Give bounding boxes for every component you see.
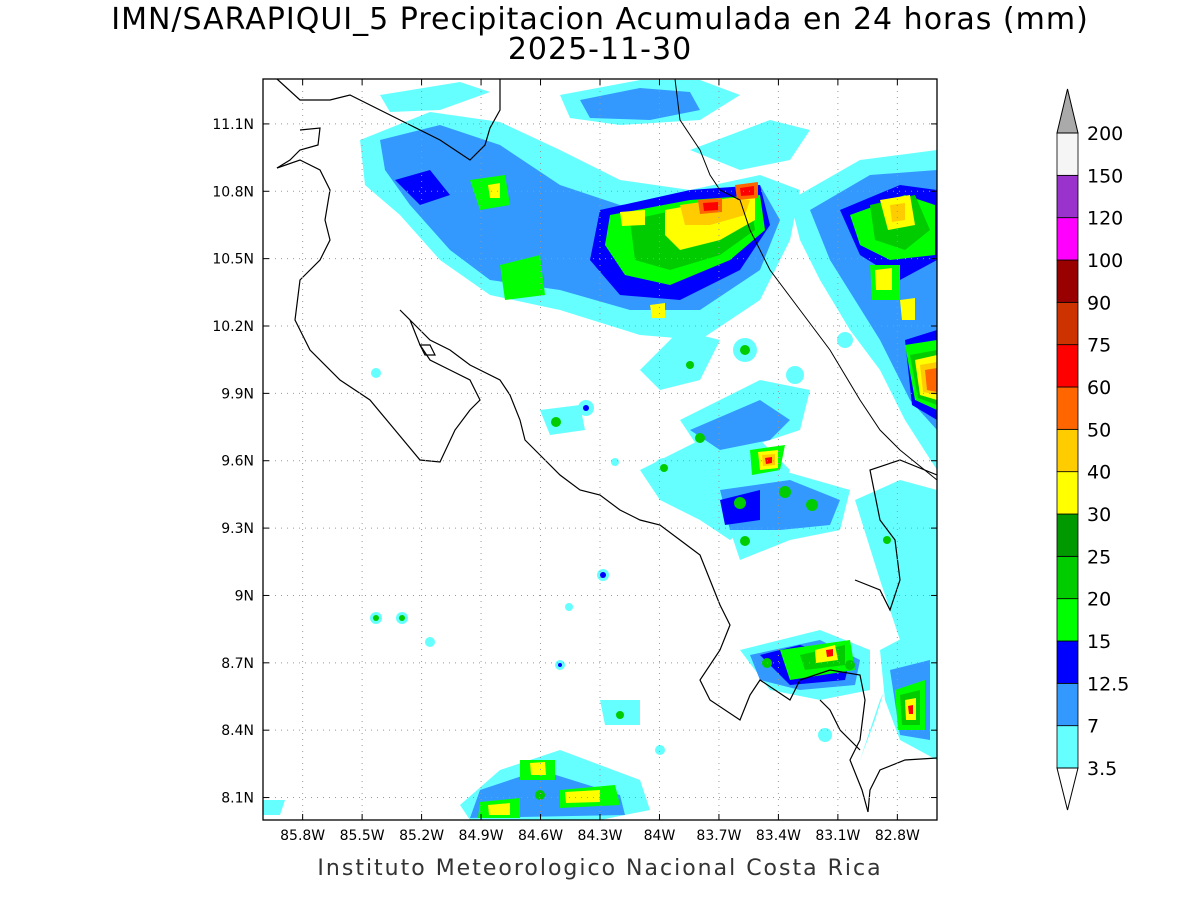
legend-overflow-triangle	[1056, 88, 1079, 134]
legend-label: 20	[1087, 589, 1111, 611]
y-tick-label: 10.2N	[212, 319, 254, 335]
legend-swatch	[1056, 386, 1079, 430]
legend-swatch	[1056, 471, 1079, 515]
legend-label: 25	[1087, 546, 1111, 568]
legend-label: 60	[1087, 377, 1111, 399]
y-tick-label: 9.9N	[221, 386, 254, 402]
legend-swatch	[1056, 174, 1079, 219]
y-tick-label: 9N	[235, 588, 254, 604]
coastline	[276, 79, 937, 813]
legend-swatch	[1056, 682, 1079, 727]
legend-label: 200	[1087, 123, 1123, 145]
legend-swatch	[1056, 640, 1079, 684]
legend-label: 30	[1087, 504, 1111, 526]
legend-label: 40	[1087, 462, 1111, 484]
legend-swatch	[1056, 598, 1079, 642]
legend-underflow-triangle	[1056, 767, 1079, 811]
legend-label: 75	[1087, 335, 1111, 357]
y-tick-label: 8.7N	[221, 656, 254, 672]
map-title: IMN/SARAPIQUI_5 Precipitacion Acumulada …	[111, 2, 1089, 37]
x-tick-label: 84.6W	[518, 828, 563, 844]
x-tick-label: 85.5W	[340, 828, 385, 844]
x-tick-label: 85.8W	[280, 828, 325, 844]
x-tick-label: 83.7W	[696, 828, 741, 844]
legend-label: 7	[1087, 716, 1099, 738]
x-tick-label: 85.2W	[399, 828, 444, 844]
legend-swatch	[1056, 513, 1079, 557]
y-tick-label: 10.5N	[212, 252, 254, 268]
legend-label: 90	[1087, 292, 1111, 314]
y-tick-label: 10.8N	[212, 184, 254, 200]
y-tick-label: 8.1N	[221, 791, 254, 807]
x-tick-label: 84W	[644, 828, 676, 844]
legend-swatch	[1056, 555, 1079, 600]
color-legend: 3.5 7 12.5 15 20 25 30 40 50 60 75 90 100 120 150 200	[1056, 88, 1129, 811]
x-tick-label: 84.9W	[459, 828, 504, 844]
legend-label: 150	[1087, 165, 1123, 187]
x-tick-label: 84.3W	[577, 828, 622, 844]
y-tick-label: 9.6N	[221, 454, 254, 470]
legend-swatch	[1056, 259, 1079, 303]
y-tick-label: 11.1N	[212, 117, 254, 133]
graticule	[263, 79, 937, 820]
legend-label: 3.5	[1087, 758, 1117, 780]
map-date: 2025-11-30	[507, 32, 693, 67]
legend-swatch	[1056, 344, 1079, 388]
legend-swatch	[1056, 725, 1079, 769]
y-tick-label: 8.4N	[221, 723, 254, 739]
y-tick-label: 9.3N	[221, 521, 254, 537]
axis-ticks: 85.8W 85.5W 85.2W 84.9W 84.6W 84.3W 84W 83.7W 83…	[212, 79, 937, 844]
x-tick-label: 83.1W	[815, 828, 860, 844]
legend-swatch	[1056, 301, 1079, 346]
legend-label: 120	[1087, 208, 1123, 230]
x-tick-label: 83.4W	[756, 828, 801, 844]
legend-label: 100	[1087, 250, 1123, 272]
legend-swatch	[1056, 132, 1079, 176]
border-line	[674, 79, 937, 481]
legend-label: 50	[1087, 419, 1111, 441]
precipitation-field	[263, 80, 937, 820]
legend-label: 12.5	[1087, 673, 1129, 695]
legend-swatch	[1056, 428, 1079, 473]
legend-swatch	[1056, 217, 1079, 261]
x-tick-label: 82.8W	[875, 828, 920, 844]
credit-text: Instituto Meteorologico Nacional Costa R…	[317, 856, 883, 881]
legend-label: 15	[1087, 631, 1111, 653]
